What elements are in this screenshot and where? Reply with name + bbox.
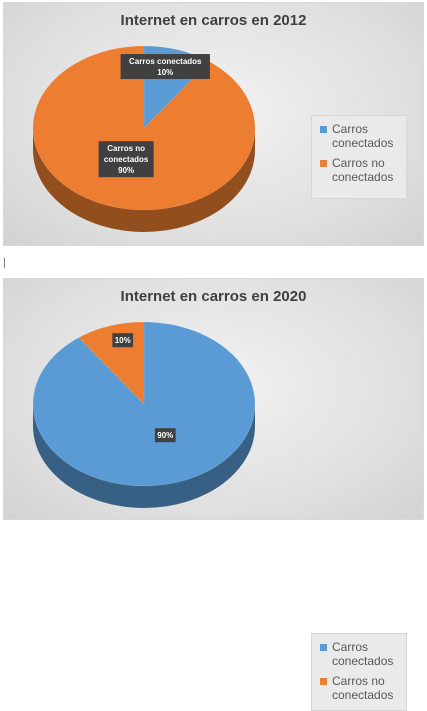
legend-entry-connected: Carros conectados xyxy=(320,640,400,668)
legend-swatch-not-connected xyxy=(320,678,327,685)
pie-side-walls xyxy=(33,404,255,508)
data-label-carros-conectados: Carros conectados 10% xyxy=(120,54,210,80)
data-label-box xyxy=(98,141,154,178)
data-label-value: 10% xyxy=(157,68,173,77)
pie-slice-carros-no-conectados[interactable] xyxy=(32,45,256,211)
legend-entry-not-connected: Carros no conectados xyxy=(320,674,400,702)
legend-swatch-not-connected xyxy=(320,160,327,167)
data-label-box xyxy=(120,54,210,80)
legend-label-connected: Carros conectados xyxy=(332,122,394,150)
pie-side-carros-conectados xyxy=(33,404,255,508)
data-label-box xyxy=(112,333,134,348)
legend-entry-not-connected: Carros no conectados xyxy=(320,156,400,184)
chart-panel-2020[interactable]: Internet en carros en 2020 90% 10% Carros… xyxy=(3,278,424,711)
data-label-category: conectados xyxy=(104,155,149,164)
data-label-carros-conectados: 90% xyxy=(154,428,176,443)
legend-label-not-connected: Carros no conectados xyxy=(332,674,394,702)
pie-chart-2020: 90% 10% xyxy=(32,321,256,508)
chart-panel-2012[interactable]: Internet en carros en 2012 Carros conect… xyxy=(3,2,424,246)
legend-entry-connected: Carros conectados xyxy=(320,122,400,150)
legend-label-connected: Carros conectados xyxy=(332,640,394,668)
chart-title: Internet en carros en 2020 xyxy=(120,288,307,305)
legend: Carros conectados Carros no conectados xyxy=(311,633,407,711)
data-label-category: Carros conectados xyxy=(129,57,202,66)
data-label-carros-no-conectados: Carros no conectados 90% xyxy=(98,141,154,178)
text-cursor xyxy=(4,258,5,268)
data-label-value: 10% xyxy=(115,336,131,345)
legend-swatch-connected xyxy=(320,644,327,651)
data-label-value: 90% xyxy=(118,166,134,175)
legend: Carros conectados Carros no conectados xyxy=(311,115,407,199)
legend-swatch-connected xyxy=(320,126,327,133)
pie-side-walls xyxy=(33,128,255,232)
data-label-category: Carros no xyxy=(107,144,145,153)
pie-slice-carros-conectados[interactable] xyxy=(32,321,256,487)
chart-title: Internet en carros en 2012 xyxy=(120,12,307,29)
legend-label-not-connected: Carros no conectados xyxy=(332,156,394,184)
data-label-value: 90% xyxy=(157,431,173,440)
data-label-box xyxy=(154,428,176,443)
pie-chart-2012: Carros conectados 10% Carros no conectados 9… xyxy=(32,45,256,232)
data-label-carros-no-conectados: 10% xyxy=(112,333,134,348)
pie-side-carros-no-conectados xyxy=(33,128,255,232)
